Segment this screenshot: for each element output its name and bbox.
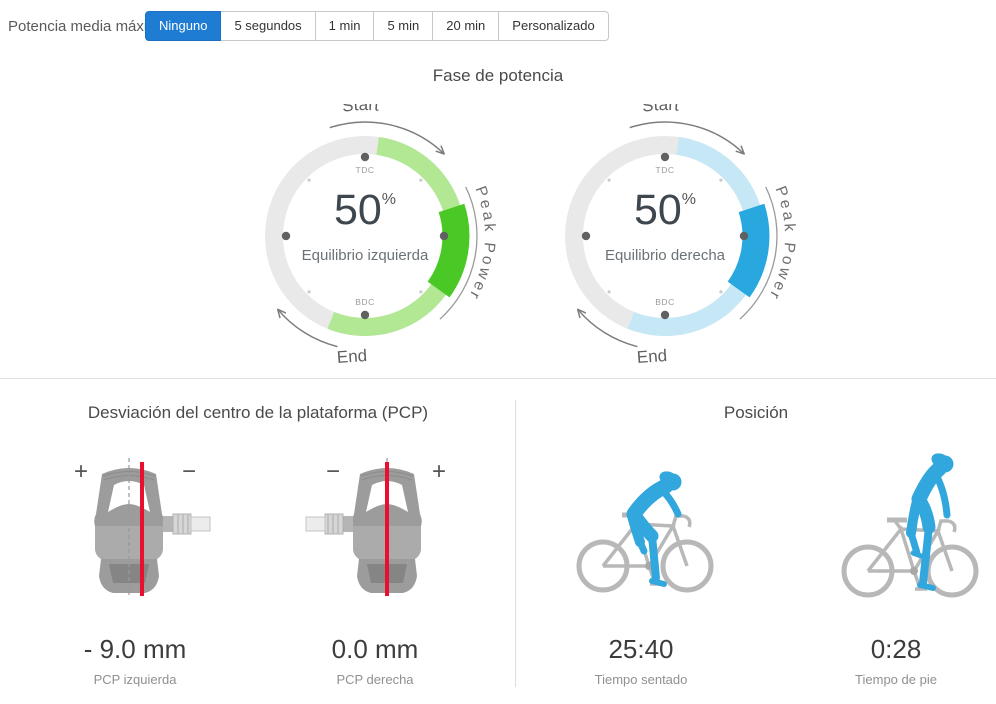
minor-dot [307,178,311,182]
standing-time-metric: 0:28 Tiempo de pie [796,634,996,687]
plus-sign: + [432,458,446,485]
peak-power-arc [427,203,470,298]
right-dot [439,231,449,241]
balance-left-label: Equilibrio izquierda [302,247,429,264]
standing-cyclist-image [841,453,979,598]
button-ninguno[interactable]: Ninguno [145,11,222,41]
peak-power-label: Peak Power [764,184,795,304]
svg-text:50%: 50% [634,186,696,234]
tdc-dot [660,152,670,162]
balance-value: 50 [334,186,382,234]
horizontal-divider [0,378,996,379]
peak-power-bracket [739,186,778,320]
minor-dot [607,290,611,294]
tdc-dot [360,152,370,162]
svg-text:Start: Start [641,104,680,116]
button-personalizado[interactable]: Personalizado [498,11,609,41]
power-phase-arc [327,136,465,336]
balance-value: 50 [634,186,682,234]
bdc-label: BDC [655,297,674,307]
svg-text:Start: Start [341,104,380,116]
minor-dot [719,178,723,182]
start-label: Start [341,104,380,116]
bdc-dot [660,310,670,320]
minor-dot [607,178,611,182]
position-title: Posición [723,403,789,422]
minor-dot [719,290,723,294]
seated-time-metric: 25:40 Tiempo sentado [541,634,741,687]
minor-dot [419,290,423,294]
start-arrow-head [735,145,745,155]
right-balance-gauge: Start Peak Power End TDC BDC 50% Equilib… [565,104,798,367]
minus-sign: − [182,458,196,485]
minor-dot [307,290,311,294]
end-label: End [336,346,368,367]
pcp-right-value: 0.0 mm [331,634,419,664]
button-20-min[interactable]: 20 min [432,11,500,41]
standing-time-label: Tiempo de pie [855,672,937,687]
start-arrow [329,121,445,155]
end-arrow-head [576,308,587,319]
right-dot [739,231,749,241]
balance-unit: % [682,191,696,208]
seated-time-label: Tiempo sentado [594,672,688,687]
svg-text:Peak Power: Peak Power [464,184,498,304]
max-avg-power-label: Potencia media máxima [8,18,169,35]
button-1-min[interactable]: 1 min [314,11,375,41]
tdc-label: TDC [356,165,375,175]
start-arrow-head [435,145,445,155]
right-pedal-image: − + [305,458,446,598]
end-arrow [277,308,338,348]
pcp-right-label: PCP derecha [336,672,414,687]
seated-time-value: 25:40 [608,634,674,664]
seated-rider [626,478,682,587]
left-balance-gauge: Start Peak Power End TDC BDC 50% Equilib… [265,104,498,367]
svg-text:Peak Power: Peak Power [764,184,798,304]
left-dot [281,231,291,241]
standing-time-value: 0:28 [870,634,922,664]
button-5-min[interactable]: 5 min [373,11,434,41]
bdc-label: BDC [355,297,374,307]
standing-rider [906,461,951,591]
minus-sign: − [326,458,340,485]
end-label: End [636,346,668,367]
button-5-segundos[interactable]: 5 segundos [220,11,316,41]
pcp-right-metric: 0.0 mm PCP derecha [275,634,475,687]
peak-power-label: Peak Power [464,184,495,304]
bdc-dot [360,310,370,320]
max-avg-power-button-group: Ninguno 5 segundos 1 min 5 min 20 min Pe… [145,11,609,41]
power-phase-arc [627,136,765,336]
end-arrow-head [276,308,287,319]
svg-text:50%: 50% [334,186,396,234]
pcp-left-label: PCP izquierda [93,672,177,687]
balance-right-label: Equilibrio derecha [605,247,726,264]
peak-power-arc [727,203,770,298]
peak-power-bracket [439,186,478,320]
left-dot [581,231,591,241]
seated-cyclist-image [576,471,714,593]
pcp-left-value: - 9.0 mm [83,634,187,664]
start-label: Start [641,104,680,116]
tdc-label: TDC [656,165,675,175]
minor-dot [419,178,423,182]
left-pedal-image: + − [74,458,211,598]
plus-sign: + [74,458,88,485]
pcp-title: Desviación del centro de la plataforma (… [87,403,429,422]
pcp-left-metric: - 9.0 mm PCP izquierda [35,634,235,687]
vertical-divider [515,400,516,687]
end-arrow [577,308,638,348]
start-arrow [629,121,745,155]
power-phase-title: Fase de potencia [432,66,564,85]
balance-unit: % [382,191,396,208]
